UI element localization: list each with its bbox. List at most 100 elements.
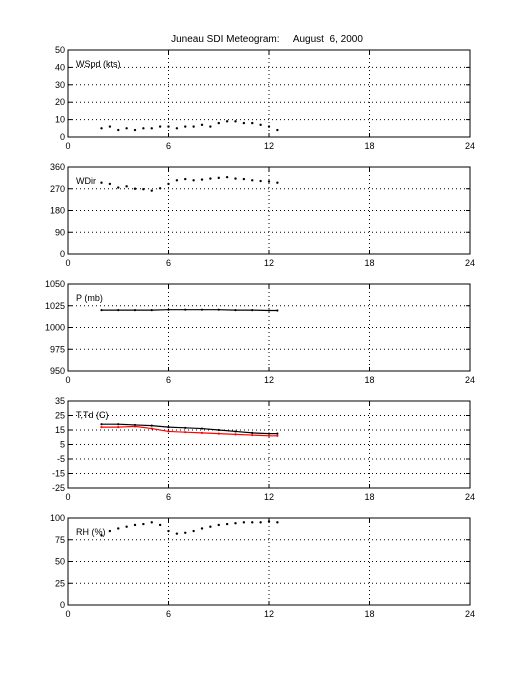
pressure-ytick-label: 975 — [50, 344, 65, 354]
wspd-xtick-label: 18 — [364, 141, 374, 151]
rh-ytick-label: 75 — [55, 535, 65, 545]
wspd-ytick-label: 50 — [55, 45, 65, 55]
temp-dewpoint-data-point — [100, 426, 103, 429]
temp-dewpoint-data-point — [167, 426, 170, 429]
wspd-data-point — [200, 123, 204, 127]
rh-xtick-label: 18 — [364, 609, 374, 619]
wdir-data-point — [184, 177, 187, 181]
rh-data-point — [117, 527, 120, 530]
rh-data-point — [150, 521, 153, 524]
wspd-data-point — [225, 120, 229, 123]
wdir-data-point — [125, 185, 128, 188]
wspd-ytick-label: 0 — [60, 132, 65, 142]
wdir-data-point — [217, 176, 220, 180]
wdir-data-point — [108, 182, 112, 186]
rh-data-point — [184, 531, 187, 534]
temp-dewpoint-xtick-label: 12 — [264, 492, 274, 502]
rh-xtick-label: 24 — [465, 609, 475, 619]
panel-wdir: 0 90 180 270 360 0 6 12 18 24 WDir — [50, 162, 475, 268]
pressure-label: P (mb) — [76, 293, 103, 303]
panel-wspd: 0 10 20 30 40 50 0 6 12 18 24 WSpd (kts) — [55, 45, 475, 151]
wspd-data-point — [217, 121, 220, 125]
wspd-series-0 — [100, 120, 279, 132]
rh-data-point — [200, 527, 204, 530]
wspd-data-point — [184, 125, 187, 128]
rh-data-point — [125, 525, 128, 528]
wspd-ytick-label: 20 — [55, 97, 65, 107]
rh-data-point — [142, 522, 145, 526]
temp-dewpoint-data-point — [234, 433, 237, 436]
temp-dewpoint-ytick-label: -5 — [57, 454, 65, 464]
pressure-xtick-label: 24 — [465, 375, 475, 385]
temp-dewpoint-data-point — [251, 433, 254, 437]
rh-data-point — [158, 523, 162, 527]
temp-dewpoint-data-point — [167, 430, 170, 433]
wspd-data-point — [100, 127, 103, 130]
temp-dewpoint-xtick-label: 18 — [364, 492, 374, 502]
pressure-data-point — [267, 309, 271, 312]
temp-dewpoint-data-point — [251, 431, 254, 434]
pressure-data-point — [184, 308, 187, 311]
pressure-data-point — [167, 308, 170, 311]
panel-pressure: 950 975 1000 1025 1050 0 6 12 18 24 P (mb) — [45, 279, 475, 385]
wdir-xtick-label: 18 — [364, 258, 374, 268]
wdir-data-point — [150, 189, 153, 192]
panel-rh: 0 25 50 75 100 0 6 12 18 24 RH (%) — [50, 513, 475, 619]
rh-data-point — [100, 534, 103, 537]
wspd-data-point — [133, 128, 137, 132]
wspd-data-point — [108, 125, 112, 128]
rh-data-point — [259, 521, 262, 524]
pressure-data-point — [150, 309, 153, 312]
pressure-data-point — [200, 308, 204, 311]
wspd-ytick-label: 30 — [55, 80, 65, 90]
wspd-xtick-label: 0 — [65, 141, 70, 151]
wspd-axes-box — [67, 49, 471, 138]
rh-data-point — [108, 529, 112, 533]
rh-data-point — [175, 532, 179, 535]
pressure-series-0 — [100, 308, 279, 312]
wdir-data-point — [200, 178, 204, 181]
temp-dewpoint-data-point — [184, 431, 187, 434]
temp-dewpoint-xtick-label: 0 — [65, 492, 70, 502]
wdir-data-point — [259, 179, 262, 183]
rh-data-point — [209, 525, 212, 528]
rh-data-point — [267, 520, 271, 523]
rh-xtick-label: 6 — [166, 609, 171, 619]
rh-xtick-label: 0 — [65, 609, 70, 619]
wspd-xtick-label: 12 — [264, 141, 274, 151]
rh-label: RH (%) — [76, 527, 106, 537]
rh-ytick-label: 50 — [55, 557, 65, 567]
temp-dewpoint-xtick-label: 24 — [465, 492, 475, 502]
temp-dewpoint-series-0 — [100, 423, 279, 435]
rh-ytick-label: 0 — [60, 600, 65, 610]
temp-dewpoint-data-point — [117, 423, 120, 426]
pressure-series-line — [101, 309, 278, 312]
pressure-data-point — [276, 309, 279, 312]
wspd-data-point — [125, 127, 128, 130]
wdir-ytick-label: 180 — [50, 206, 65, 216]
temp-dewpoint-ytick-label: 15 — [55, 425, 65, 435]
wspd-data-point — [242, 121, 246, 125]
temp-dewpoint-ytick-label: -15 — [52, 469, 65, 479]
wdir-data-point — [209, 177, 212, 180]
wdir-xtick-label: 24 — [465, 258, 475, 268]
wspd-data-point — [175, 127, 179, 130]
pressure-data-point — [100, 309, 103, 312]
pressure-data-point — [117, 309, 120, 312]
wdir-data-point — [225, 175, 229, 179]
wdir-data-point — [133, 187, 137, 190]
wspd-ytick-label: 40 — [55, 62, 65, 72]
pressure-ytick-label: 1050 — [45, 279, 65, 289]
rh-data-point — [242, 521, 246, 524]
wspd-data-point — [167, 125, 170, 128]
wspd-ytick-label: 10 — [55, 115, 65, 125]
wspd-data-point — [234, 120, 237, 123]
figure-title: Juneau SDI Meteogram: August 6, 2000 — [171, 34, 363, 45]
wdir-data-point — [267, 180, 271, 183]
temp-dewpoint-data-point — [234, 430, 237, 433]
rh-data-point — [234, 522, 237, 525]
rh-data-point — [276, 521, 279, 524]
wspd-xtick-label: 6 — [166, 141, 171, 151]
